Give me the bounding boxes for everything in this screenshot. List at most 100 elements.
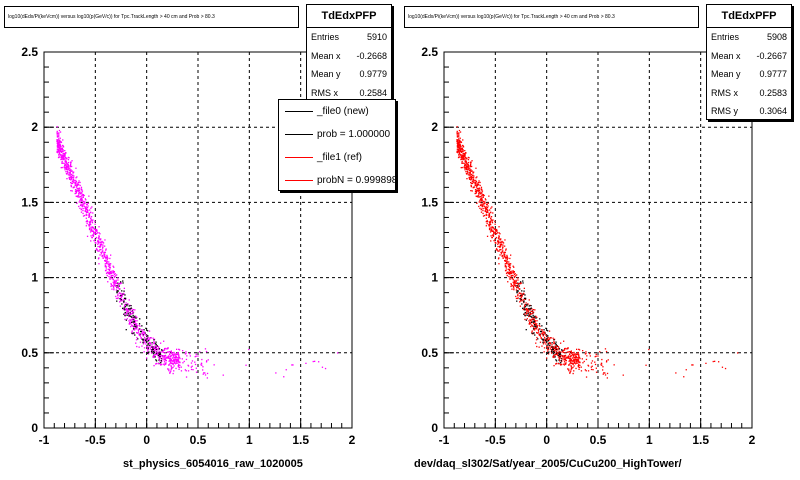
data-point <box>528 323 530 325</box>
data-point <box>475 189 477 191</box>
data-point <box>155 348 158 350</box>
data-point <box>128 308 130 310</box>
data-point <box>170 365 172 367</box>
data-point <box>516 287 518 289</box>
data-point <box>108 266 111 269</box>
data-point <box>547 352 549 354</box>
data-point <box>147 336 149 339</box>
data-point <box>135 315 137 317</box>
data-point <box>104 270 107 272</box>
data-point <box>79 196 81 198</box>
data-point <box>595 355 597 357</box>
data-point <box>571 355 573 357</box>
data-point <box>70 176 72 178</box>
data-point <box>590 368 593 371</box>
data-point <box>475 191 477 193</box>
data-point <box>485 211 488 214</box>
data-point <box>459 139 461 141</box>
data-point <box>522 280 524 282</box>
data-point <box>601 358 603 361</box>
data-point <box>458 129 461 132</box>
data-point <box>478 192 480 194</box>
data-point <box>476 190 478 192</box>
data-point <box>131 308 133 310</box>
data-point <box>100 253 103 255</box>
data-point <box>512 278 514 280</box>
data-point <box>81 189 83 191</box>
data-point <box>194 361 196 363</box>
data-point <box>87 205 89 207</box>
data-point <box>81 199 83 201</box>
data-point <box>536 316 538 319</box>
data-point <box>59 150 61 152</box>
data-point <box>548 338 551 340</box>
data-point <box>56 136 59 138</box>
data-point <box>458 134 460 136</box>
data-point <box>63 154 65 156</box>
data-point <box>512 279 515 281</box>
data-point <box>568 368 570 370</box>
data-point <box>550 337 552 339</box>
data-point <box>139 318 141 320</box>
data-point <box>71 182 73 184</box>
data-point <box>509 257 511 260</box>
data-point <box>205 361 208 363</box>
data-point <box>117 279 119 281</box>
x-tick-label: -0.5 <box>485 433 506 447</box>
data-point <box>86 208 88 210</box>
data-point <box>95 237 98 239</box>
data-point <box>120 296 122 298</box>
data-point <box>324 367 327 370</box>
data-point <box>129 323 131 325</box>
data-point <box>172 354 174 356</box>
data-point <box>503 251 505 254</box>
data-point <box>563 363 565 365</box>
data-point <box>59 149 62 151</box>
data-point <box>480 192 483 194</box>
data-point <box>82 196 84 198</box>
data-point <box>143 339 145 342</box>
data-point <box>132 321 134 323</box>
data-point <box>509 277 511 279</box>
data-point <box>66 173 68 175</box>
data-point <box>112 286 115 288</box>
data-point <box>155 346 157 349</box>
data-point <box>141 331 143 333</box>
data-point <box>526 308 528 310</box>
data-point <box>64 155 66 157</box>
data-point <box>144 336 146 339</box>
data-point <box>143 332 145 334</box>
data-point <box>572 354 574 356</box>
data-point <box>481 204 483 207</box>
data-point <box>477 184 479 186</box>
data-point <box>491 227 493 229</box>
data-point <box>113 280 116 282</box>
data-point <box>528 311 530 313</box>
data-point <box>113 287 115 289</box>
data-point <box>115 285 117 287</box>
data-point <box>498 250 500 252</box>
data-point <box>161 358 163 360</box>
data-point <box>150 343 152 345</box>
data-point <box>522 293 524 295</box>
data-point <box>150 345 152 348</box>
data-point <box>78 184 80 186</box>
data-point <box>82 209 84 212</box>
data-point <box>80 198 82 200</box>
data-point <box>459 131 462 133</box>
data-point <box>479 181 481 184</box>
data-point <box>550 345 552 348</box>
data-point <box>515 279 517 281</box>
data-point <box>83 194 85 197</box>
data-point <box>471 180 474 183</box>
data-point <box>522 308 525 311</box>
data-point <box>546 346 549 348</box>
data-point <box>564 358 567 361</box>
data-point <box>458 138 460 140</box>
data-point <box>179 364 181 367</box>
data-point <box>75 179 77 182</box>
data-point <box>459 149 462 151</box>
data-point <box>501 254 503 257</box>
data-point <box>569 355 572 357</box>
data-point <box>102 244 104 246</box>
